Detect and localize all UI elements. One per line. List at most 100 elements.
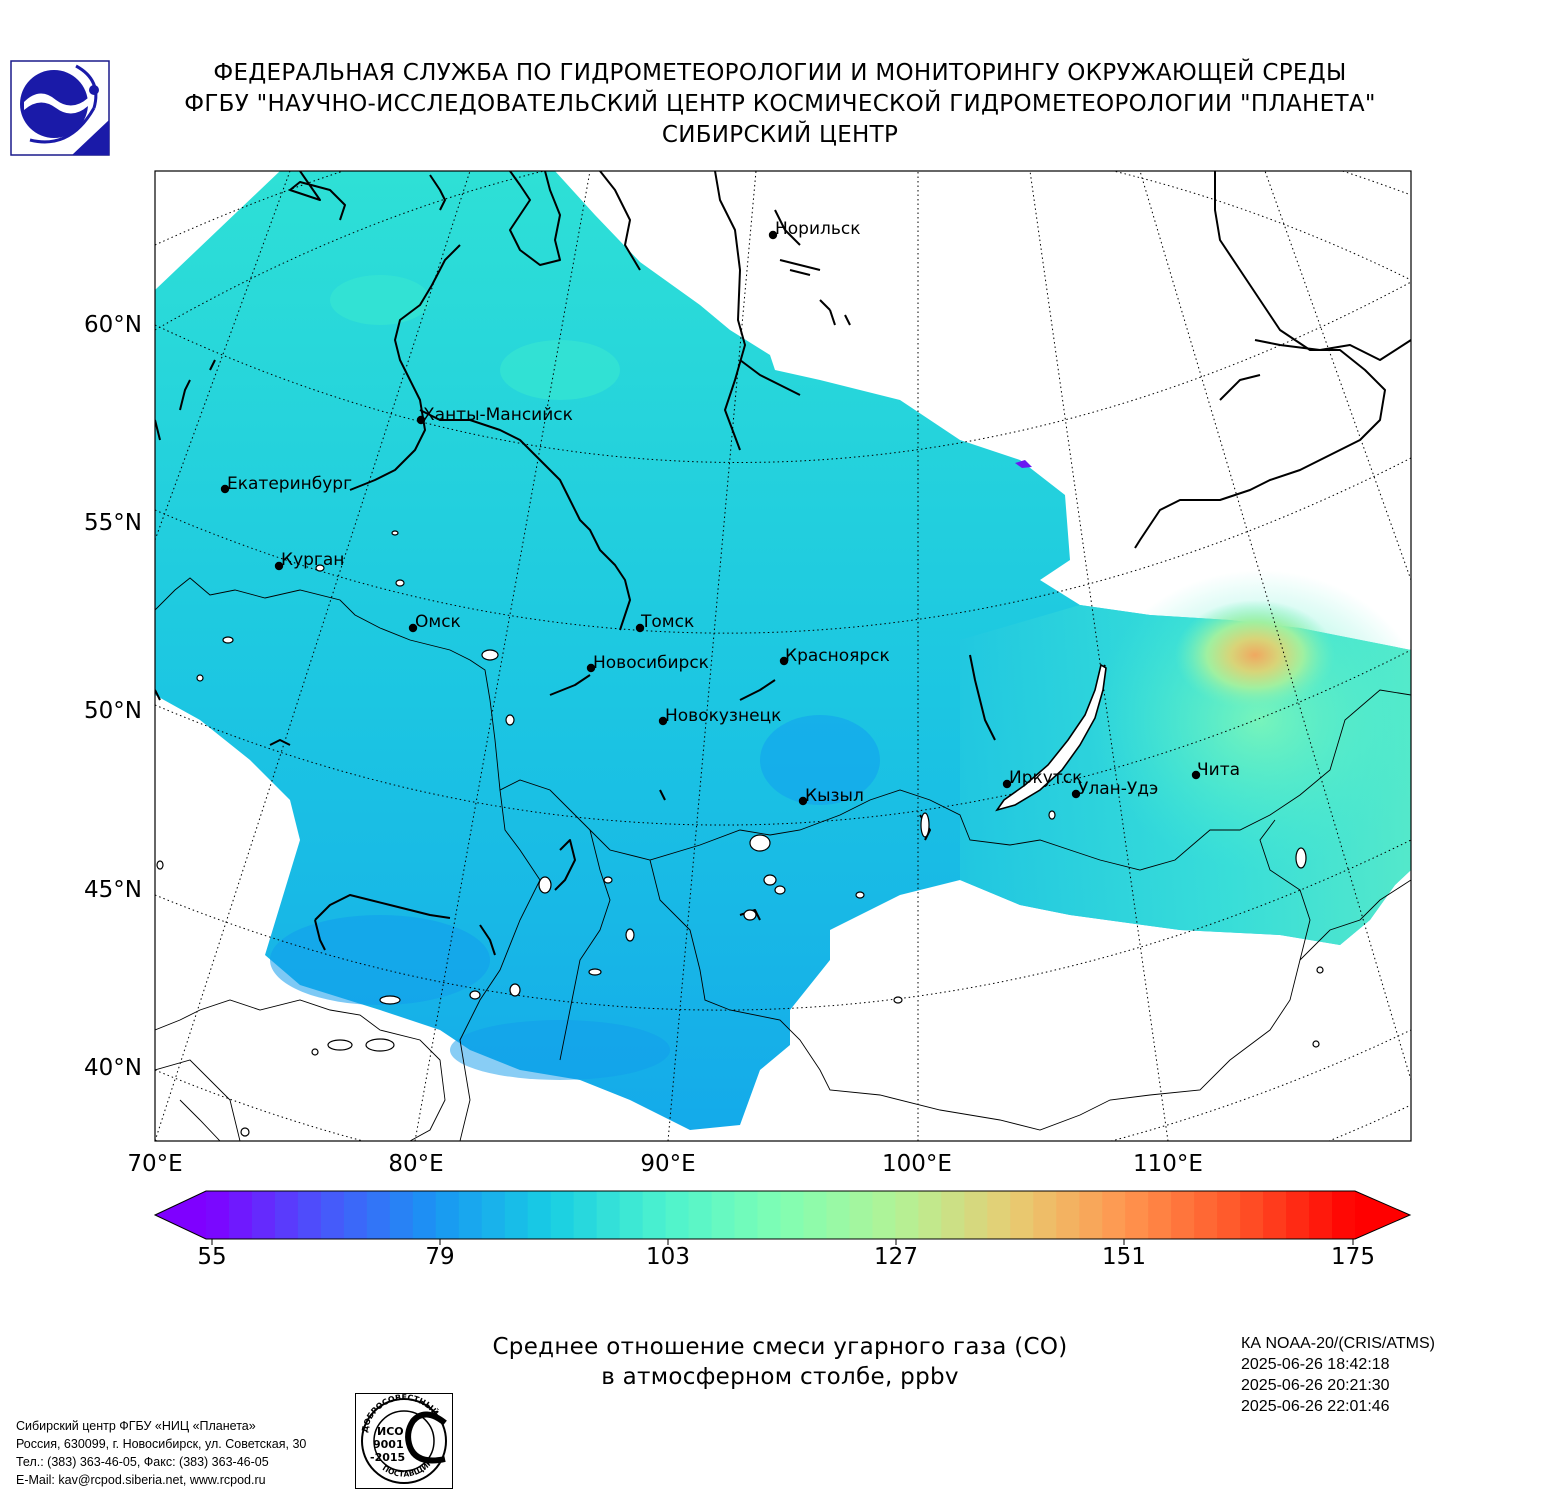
city-label: Екатеринбург <box>227 474 352 494</box>
colorbar-segment <box>1309 1191 1333 1239</box>
city-dot-tomsk <box>635 623 645 633</box>
colorbar-segment <box>757 1191 782 1239</box>
city-dot-kurgan <box>274 561 284 571</box>
city-label: Чита <box>1197 760 1240 780</box>
colorbar-segment <box>1240 1191 1264 1239</box>
city-dot-novokuznetsk <box>658 716 668 726</box>
contact-line: Тел.: (383) 363-46-05, Факс: (383) 363-4… <box>16 1455 269 1469</box>
city-label: Норильск <box>775 219 861 239</box>
colorbar-segment <box>918 1191 942 1239</box>
colorbar-segment <box>320 1191 345 1239</box>
colorbar-segment <box>251 1191 276 1239</box>
colorbar-segment <box>619 1191 644 1239</box>
colorbar-tick-label: 103 <box>646 1244 690 1270</box>
iso-text-1: ИСО <box>377 1425 404 1438</box>
co-field-light <box>500 340 620 400</box>
colorbar-segment <box>527 1191 552 1239</box>
colorbar-segment <box>803 1191 828 1239</box>
satellite-time: 2025-06-26 18:42:18 <box>1241 1356 1390 1373</box>
colorbar-segment <box>1079 1191 1103 1239</box>
colorbar-tick-label: 55 <box>197 1244 227 1270</box>
colorbar-tick-label: 151 <box>1102 1244 1146 1270</box>
colorbar-segment <box>389 1191 414 1239</box>
map-frame <box>154 170 1412 1142</box>
header-line-3: СИБИРСКИЙ ЦЕНТР <box>661 122 899 148</box>
co-field-dark-2 <box>270 915 490 1005</box>
colorbar-segment <box>412 1191 437 1239</box>
colorbar-segment <box>1056 1191 1080 1239</box>
iso-text-2: 9001 <box>373 1438 404 1451</box>
city-dot-yekaterinburg <box>220 484 230 494</box>
satellite-time: 2025-06-26 22:01:46 <box>1241 1398 1390 1415</box>
colorbar-tick-label: 79 <box>425 1244 455 1270</box>
colorbar-segment <box>849 1191 874 1239</box>
borders <box>155 577 1411 1141</box>
city-dot-krasnoyarsk <box>779 656 789 666</box>
city-dot-khanty-mansiysk <box>416 415 426 425</box>
contact-line: Сибирский центр ФГБУ «НИЦ «Планета» <box>16 1419 256 1433</box>
colorbar-segment <box>1125 1191 1149 1239</box>
colorbar-segment <box>1148 1191 1172 1239</box>
colorbar-segment <box>228 1191 253 1239</box>
lake-baikal <box>995 663 1107 812</box>
colorbar-segment <box>734 1191 759 1239</box>
colorbar-outline <box>153 1190 1412 1240</box>
colorbar-segment <box>366 1191 391 1239</box>
colorbar-segment <box>596 1191 621 1239</box>
satellite-info: КА NOAA-20/(CRIS/ATMS) 2025-06-26 18:42:… <box>1241 1333 1435 1417</box>
city-markers <box>220 230 1201 806</box>
colorbar-segment <box>1286 1191 1310 1239</box>
city-label: Ханты-Мансийск <box>423 405 573 425</box>
lon-label: 90°E <box>640 1151 696 1177</box>
colorbar-segments <box>155 1191 1410 1239</box>
colorbar-segment <box>780 1191 805 1239</box>
colorbar-segment <box>826 1191 851 1239</box>
colorbar-segment <box>1171 1191 1195 1239</box>
co-min-spot <box>1015 460 1032 468</box>
caption-line-1: Среднее отношение смеси угарного газа (C… <box>492 1334 1068 1360</box>
lat-label: 40°N <box>84 1055 142 1081</box>
graticule-meridians <box>155 171 1411 1141</box>
city-dot-novosibirsk <box>586 663 596 673</box>
colorbar-segment <box>1010 1191 1034 1239</box>
colorbar-segment <box>665 1191 690 1239</box>
colorbar-segment <box>458 1191 483 1239</box>
city-label: Курган <box>281 550 344 570</box>
colorbar-segment <box>1217 1191 1241 1239</box>
satellite-name: КА NOAA-20/(CRIS/ATMS) <box>1241 1335 1435 1352</box>
contact-info: Сибирский центр ФГБУ «НИЦ «Планета» Росс… <box>16 1417 306 1489</box>
lat-label: 60°N <box>84 312 142 338</box>
colorbar <box>153 1190 1412 1245</box>
colorbar-segment <box>1102 1191 1126 1239</box>
satellite-time: 2025-06-26 20:21:30 <box>1241 1377 1390 1394</box>
colorbar-segment <box>964 1191 988 1239</box>
colorbar-tick-label: 175 <box>1331 1244 1375 1270</box>
colorbar-arrow-min <box>155 1191 206 1239</box>
lakes <box>156 530 1324 1137</box>
city-label: Омск <box>415 612 461 632</box>
city-dot-irkutsk <box>1002 779 1012 789</box>
colorbar-segment <box>550 1191 575 1239</box>
colorbar-segment <box>642 1191 667 1239</box>
co-field-dark-3 <box>450 1020 670 1080</box>
city-label: Новокузнецк <box>665 706 781 726</box>
graticule-parallels <box>155 171 1411 1141</box>
lat-label: 45°N <box>84 877 142 903</box>
colorbar-segment <box>941 1191 965 1239</box>
city-dot-ulan-ude <box>1071 789 1081 799</box>
planeta-logo <box>10 60 110 156</box>
city-dot-chita <box>1191 770 1201 780</box>
lon-label: 100°E <box>882 1151 952 1177</box>
map-caption: Среднее отношение смеси угарного газа (C… <box>430 1332 1130 1392</box>
contact-line: Россия, 630099, г. Новосибирск, ул. Сове… <box>16 1437 307 1451</box>
colorbar-segment <box>688 1191 713 1239</box>
city-label: Томск <box>640 612 694 632</box>
colorbar-segment <box>987 1191 1011 1239</box>
colorbar-segment <box>435 1191 460 1239</box>
lat-label: 50°N <box>84 698 142 724</box>
city-label: Новосибирск <box>593 653 709 673</box>
lon-label: 80°E <box>388 1151 444 1177</box>
co-field-light-2 <box>330 275 430 325</box>
lon-label: 70°E <box>127 1151 183 1177</box>
